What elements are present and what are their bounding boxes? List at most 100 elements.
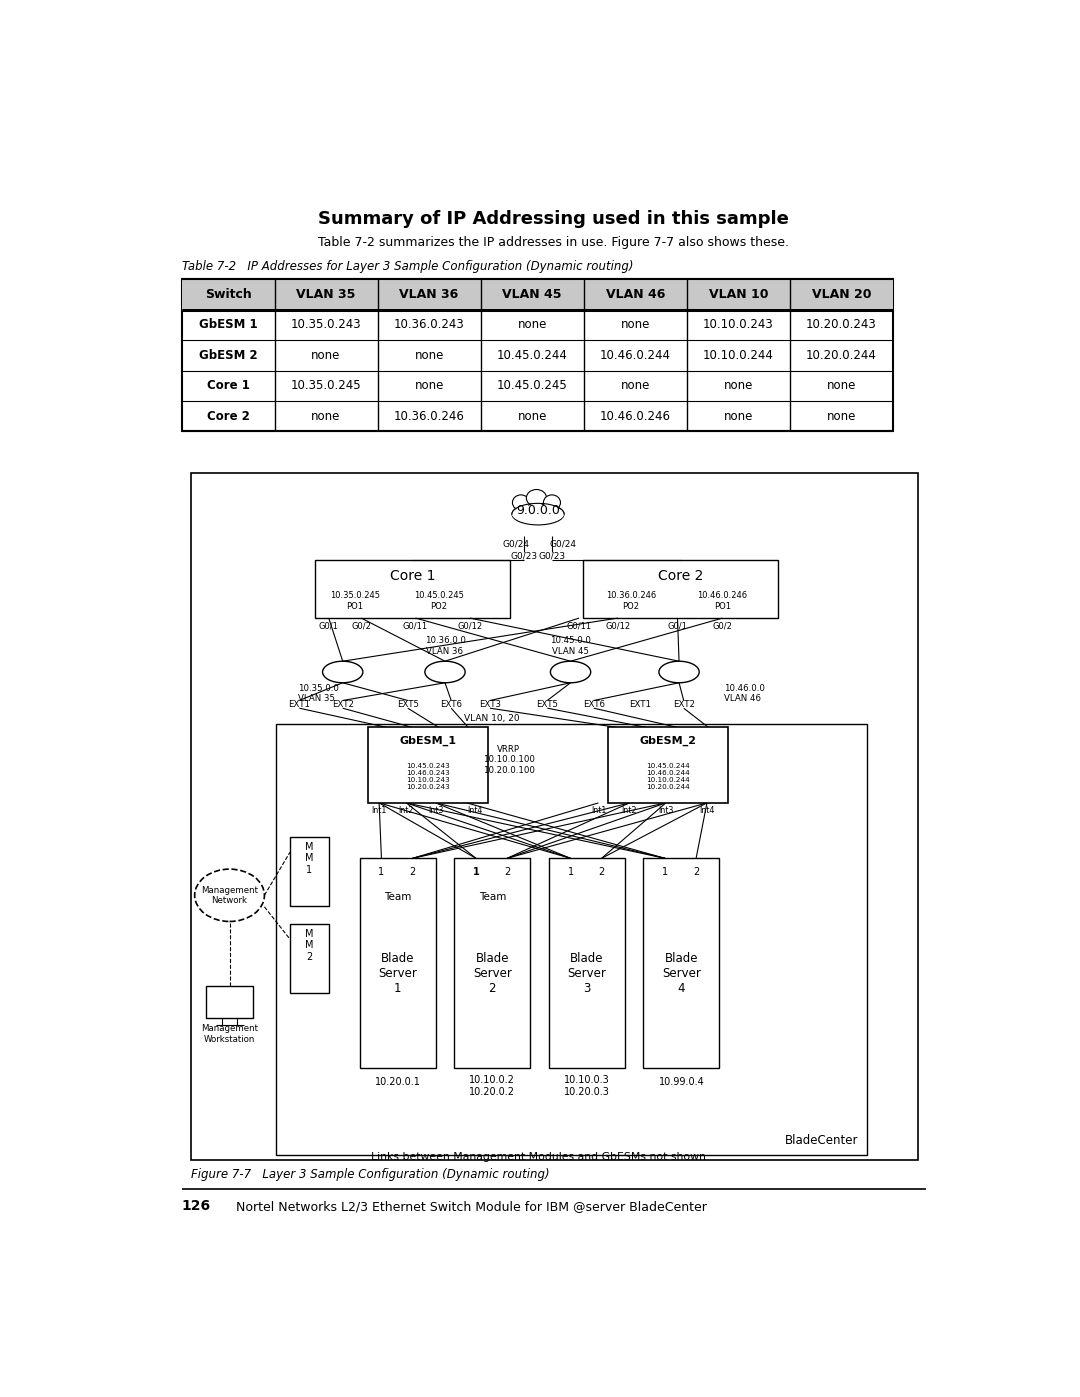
Text: 10.46.0.0
VLAN 46: 10.46.0.0 VLAN 46 bbox=[724, 685, 765, 703]
FancyBboxPatch shape bbox=[191, 474, 918, 1160]
FancyBboxPatch shape bbox=[549, 858, 625, 1067]
Text: none: none bbox=[517, 319, 546, 331]
Text: EXT2: EXT2 bbox=[673, 700, 694, 708]
Text: G0/24: G0/24 bbox=[503, 539, 530, 549]
Text: Int4: Int4 bbox=[467, 806, 482, 814]
Text: none: none bbox=[311, 409, 340, 423]
Text: G0/11: G0/11 bbox=[567, 622, 592, 630]
Text: EXT5: EXT5 bbox=[396, 700, 419, 708]
Ellipse shape bbox=[194, 869, 265, 922]
Text: Management
Network: Management Network bbox=[201, 886, 258, 905]
Text: G0/12: G0/12 bbox=[457, 622, 483, 630]
Text: G0/12: G0/12 bbox=[605, 622, 631, 630]
Ellipse shape bbox=[543, 495, 561, 510]
Ellipse shape bbox=[551, 661, 591, 683]
Text: 2: 2 bbox=[598, 868, 605, 877]
Text: Switch: Switch bbox=[204, 288, 252, 300]
Text: 2: 2 bbox=[409, 868, 416, 877]
FancyBboxPatch shape bbox=[206, 986, 253, 1018]
FancyBboxPatch shape bbox=[644, 858, 719, 1067]
FancyBboxPatch shape bbox=[583, 560, 779, 617]
Text: G0/24: G0/24 bbox=[550, 539, 577, 549]
Text: 10.20.0.244: 10.20.0.244 bbox=[806, 349, 877, 362]
Ellipse shape bbox=[512, 503, 564, 525]
Text: Int3: Int3 bbox=[428, 806, 444, 814]
FancyBboxPatch shape bbox=[181, 279, 893, 310]
FancyBboxPatch shape bbox=[276, 724, 866, 1155]
FancyBboxPatch shape bbox=[314, 560, 510, 617]
Text: G0/2: G0/2 bbox=[351, 622, 372, 630]
Text: 10.36.0.0
VLAN 36: 10.36.0.0 VLAN 36 bbox=[424, 636, 465, 655]
Text: 10.35.0.245
PO1: 10.35.0.245 PO1 bbox=[330, 591, 380, 610]
Text: none: none bbox=[826, 379, 856, 393]
Text: 10.36.0.246
PO2: 10.36.0.246 PO2 bbox=[606, 591, 657, 610]
Text: G0/23: G0/23 bbox=[539, 552, 566, 562]
FancyBboxPatch shape bbox=[291, 923, 328, 993]
Text: 10.36.0.243: 10.36.0.243 bbox=[394, 319, 464, 331]
Text: Int2: Int2 bbox=[622, 806, 637, 814]
Text: 10.10.0.3
10.20.0.3: 10.10.0.3 10.20.0.3 bbox=[564, 1076, 610, 1097]
Text: 10.35.0.0
VLAN 35: 10.35.0.0 VLAN 35 bbox=[298, 685, 339, 703]
Text: 10.20.0.243: 10.20.0.243 bbox=[806, 319, 877, 331]
Text: Blade
Server
2: Blade Server 2 bbox=[473, 951, 512, 995]
Text: Management
Workstation: Management Workstation bbox=[201, 1024, 258, 1044]
Text: 10.46.0.244: 10.46.0.244 bbox=[599, 349, 671, 362]
Text: 9.0.0.0: 9.0.0.0 bbox=[516, 504, 559, 517]
Text: 10.10.0.244: 10.10.0.244 bbox=[703, 349, 773, 362]
Text: none: none bbox=[621, 319, 650, 331]
Text: EXT6: EXT6 bbox=[441, 700, 462, 708]
Text: Blade
Server
4: Blade Server 4 bbox=[662, 951, 701, 995]
Text: Links between Management Modules and GbESMs not shown: Links between Management Modules and GbE… bbox=[370, 1153, 705, 1162]
Text: EXT6: EXT6 bbox=[583, 700, 605, 708]
Text: Core 2: Core 2 bbox=[206, 409, 249, 423]
Text: G0/23: G0/23 bbox=[511, 552, 538, 562]
Ellipse shape bbox=[512, 495, 529, 510]
Text: Team: Team bbox=[384, 891, 411, 902]
Text: 10.45.0.244: 10.45.0.244 bbox=[497, 349, 568, 362]
Text: 2: 2 bbox=[504, 868, 510, 877]
Text: VLAN 10: VLAN 10 bbox=[708, 288, 768, 300]
Text: GbESM_1: GbESM_1 bbox=[400, 735, 456, 746]
Text: G0/2: G0/2 bbox=[713, 622, 732, 630]
Text: M
M
2: M M 2 bbox=[306, 929, 313, 963]
Text: 10.45.0.0
VLAN 45: 10.45.0.0 VLAN 45 bbox=[550, 636, 591, 655]
FancyBboxPatch shape bbox=[181, 279, 893, 432]
Text: BladeCenter: BladeCenter bbox=[785, 1134, 859, 1147]
FancyBboxPatch shape bbox=[291, 837, 328, 907]
Text: Core 2: Core 2 bbox=[658, 569, 703, 583]
Text: 2: 2 bbox=[693, 868, 699, 877]
Text: M
M
1: M M 1 bbox=[306, 842, 313, 875]
Text: 10.20.0.1: 10.20.0.1 bbox=[375, 1077, 421, 1087]
Text: G0/1: G0/1 bbox=[319, 622, 339, 630]
FancyBboxPatch shape bbox=[608, 728, 728, 803]
Text: none: none bbox=[724, 379, 753, 393]
Text: 10.35.0.245: 10.35.0.245 bbox=[291, 379, 362, 393]
Ellipse shape bbox=[526, 489, 546, 507]
Text: Blade
Server
3: Blade Server 3 bbox=[567, 951, 606, 995]
FancyBboxPatch shape bbox=[360, 858, 435, 1067]
Text: 10.45.0.245
PO2: 10.45.0.245 PO2 bbox=[414, 591, 463, 610]
FancyBboxPatch shape bbox=[455, 858, 530, 1067]
Text: Int1: Int1 bbox=[372, 806, 387, 814]
Text: 1: 1 bbox=[378, 868, 384, 877]
Text: VRRP
10.10.0.100
10.20.0.100: VRRP 10.10.0.100 10.20.0.100 bbox=[483, 745, 535, 775]
Text: Table 7-2 summarizes the IP addresses in use. Figure 7-7 also shows these.: Table 7-2 summarizes the IP addresses in… bbox=[318, 236, 789, 249]
Text: none: none bbox=[517, 409, 546, 423]
Text: 10.45.0.244
10.46.0.244
10.10.0.244
10.20.0.244: 10.45.0.244 10.46.0.244 10.10.0.244 10.2… bbox=[646, 763, 690, 789]
Text: GbESM 1: GbESM 1 bbox=[199, 319, 257, 331]
Text: Core 1: Core 1 bbox=[390, 569, 435, 583]
Text: GbESM 2: GbESM 2 bbox=[199, 349, 257, 362]
Text: VLAN 36: VLAN 36 bbox=[400, 288, 459, 300]
Text: VLAN 35: VLAN 35 bbox=[296, 288, 355, 300]
Text: 10.46.0.246
PO1: 10.46.0.246 PO1 bbox=[698, 591, 747, 610]
Text: 10.35.0.243: 10.35.0.243 bbox=[291, 319, 362, 331]
Text: EXT1: EXT1 bbox=[288, 700, 310, 708]
Text: VLAN 46: VLAN 46 bbox=[606, 288, 665, 300]
Text: none: none bbox=[826, 409, 856, 423]
Text: G0/11: G0/11 bbox=[403, 622, 428, 630]
Text: 10.10.0.2
10.20.0.2: 10.10.0.2 10.20.0.2 bbox=[470, 1076, 515, 1097]
Text: 10.45.0.243
10.46.0.243
10.10.0.243
10.20.0.243: 10.45.0.243 10.46.0.243 10.10.0.243 10.2… bbox=[406, 763, 449, 789]
Text: Int3: Int3 bbox=[658, 806, 674, 814]
Text: 10.99.0.4: 10.99.0.4 bbox=[659, 1077, 704, 1087]
Text: Core 1: Core 1 bbox=[206, 379, 249, 393]
